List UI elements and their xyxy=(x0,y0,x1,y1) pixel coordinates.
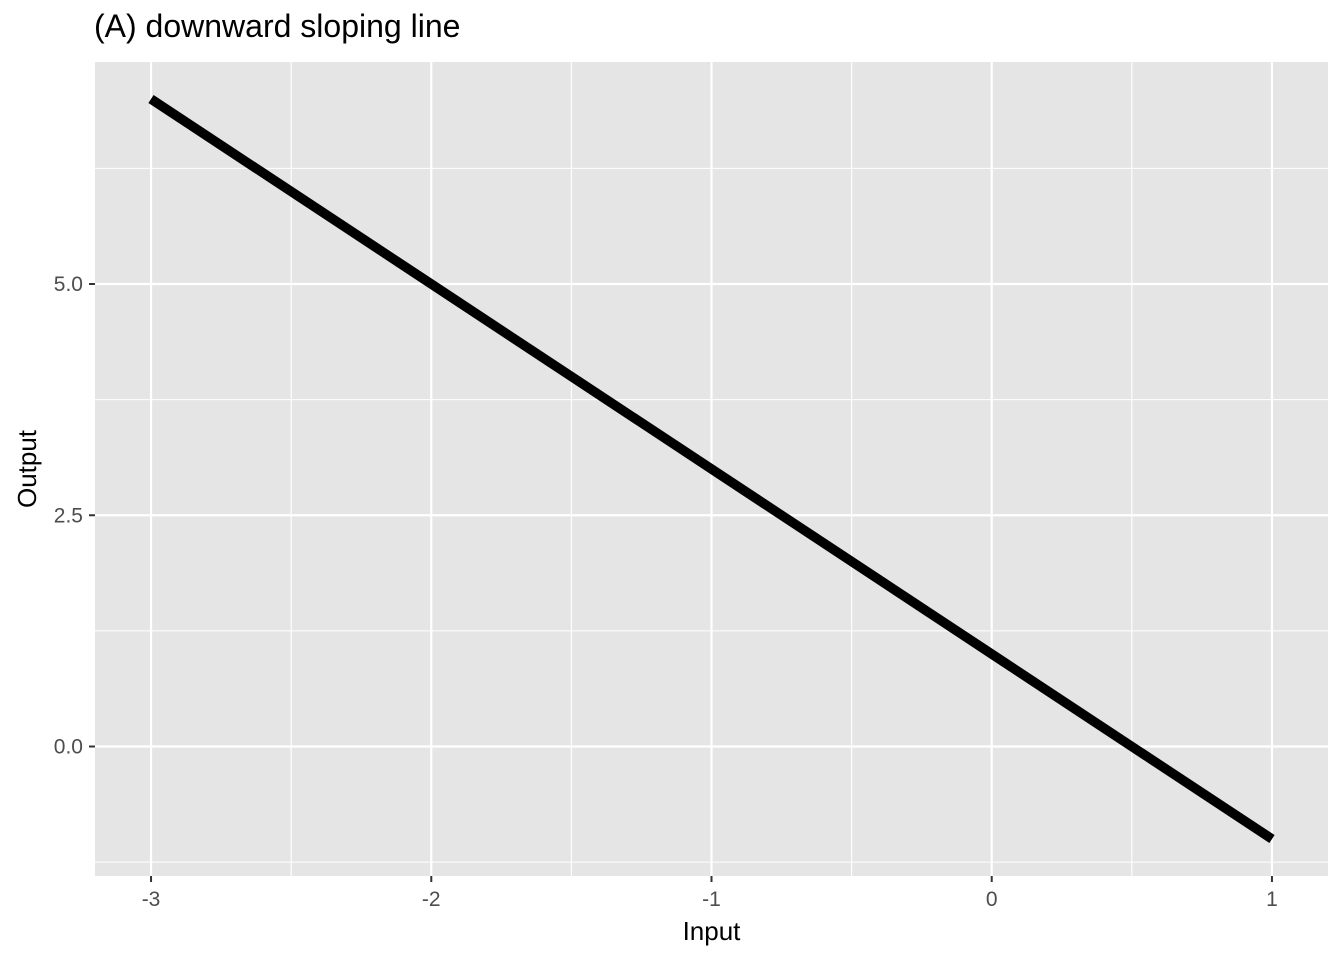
series-line xyxy=(148,95,1275,843)
x-tick-label: -3 xyxy=(142,888,161,911)
x-tick-label: -2 xyxy=(422,888,441,911)
x-tick-label: -1 xyxy=(702,888,721,911)
x-axis: -3 -2 -1 0 1 xyxy=(142,876,1278,911)
x-axis-title: Input xyxy=(683,916,742,946)
y-axis: 0.0 2.5 5.0 xyxy=(54,273,95,759)
series-layer xyxy=(148,95,1275,843)
chart-title: (A) downward sloping line xyxy=(94,8,461,44)
y-tick-label: 2.5 xyxy=(54,504,83,527)
y-axis-title: Output xyxy=(12,429,42,508)
y-tick-label: 5.0 xyxy=(54,273,83,296)
x-tick-label: 1 xyxy=(1266,888,1278,911)
x-tick-label: 0 xyxy=(986,888,998,911)
y-tick-label: 0.0 xyxy=(54,736,83,759)
